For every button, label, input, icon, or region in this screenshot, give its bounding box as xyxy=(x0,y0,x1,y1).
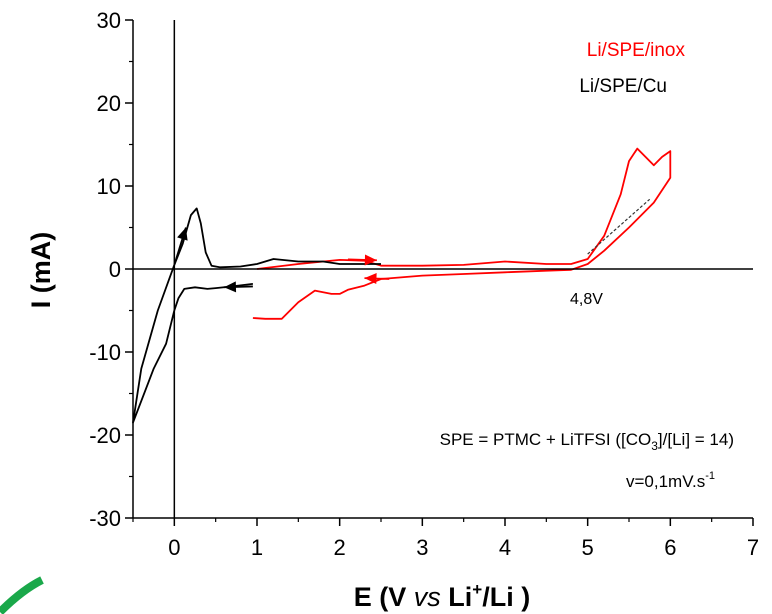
x-tick-label: 2 xyxy=(334,535,346,560)
y-tick-label: 20 xyxy=(97,91,121,116)
scan-arrow-head xyxy=(364,254,377,266)
y-tick-label: 30 xyxy=(97,8,121,33)
tangent-line xyxy=(587,198,651,255)
green-corner-arc xyxy=(0,576,44,614)
x-title-vs: vs xyxy=(414,582,441,612)
spe-prefix: SPE = PTMC + LiTFSI ([CO xyxy=(440,430,652,449)
spe-composition-annotation: SPE = PTMC + LiTFSI ([CO3]/[Li] = 14) xyxy=(440,430,734,453)
scan-rate-annotation: v=0,1mV.s-1 xyxy=(626,470,715,491)
y-tick-label: 10 xyxy=(97,174,121,199)
legend: Li/SPE/inox Li/SPE/Cu xyxy=(579,40,685,97)
x-tick-label: 6 xyxy=(664,535,676,560)
x-tick-label: 3 xyxy=(416,535,428,560)
y-tick-label: -20 xyxy=(89,423,121,448)
axes: -30 -20 -10 0 10 20 30 0 1 2 3 4 5 6 7 xyxy=(89,8,759,560)
x-tick-label: 4 xyxy=(499,535,511,560)
plot-lines xyxy=(132,147,672,424)
x-title-part-3: Li xyxy=(441,582,473,612)
scan-rate-value: v=0,1mV.s xyxy=(626,472,705,491)
x-title-part-5: /Li ) xyxy=(482,582,530,612)
legend-entry-inox: Li/SPE/inox xyxy=(587,40,686,61)
scan-rate-superscript: -1 xyxy=(705,470,715,482)
series-line-inox xyxy=(252,147,672,320)
y-tick-label: -30 xyxy=(89,506,121,531)
y-axis-title: I (mA) xyxy=(26,232,56,309)
spe-subscript: 3 xyxy=(651,439,658,453)
x-tick-label: 0 xyxy=(168,535,180,560)
x-title-part-1: E (V xyxy=(354,582,414,612)
x-tick-label: 5 xyxy=(582,535,594,560)
scan-arrow-head xyxy=(223,281,237,293)
x-axis-title: E (V vs Li+/Li ) xyxy=(354,580,530,612)
scan-arrow-head xyxy=(364,273,377,285)
x-tick-label: 1 xyxy=(251,535,263,560)
scan-arrow-head xyxy=(177,227,188,241)
x-tick-label: 7 xyxy=(747,535,759,560)
y-tick-label: -10 xyxy=(89,340,121,365)
legend-entry-cu: Li/SPE/Cu xyxy=(579,76,667,97)
y-tick-label: 0 xyxy=(109,257,121,282)
spe-suffix: ]/[Li] = 14) xyxy=(658,430,734,449)
potential-label-4-8v: 4,8V xyxy=(570,291,603,308)
series-line-cu xyxy=(132,207,381,424)
x-title-superscript: + xyxy=(472,580,482,599)
